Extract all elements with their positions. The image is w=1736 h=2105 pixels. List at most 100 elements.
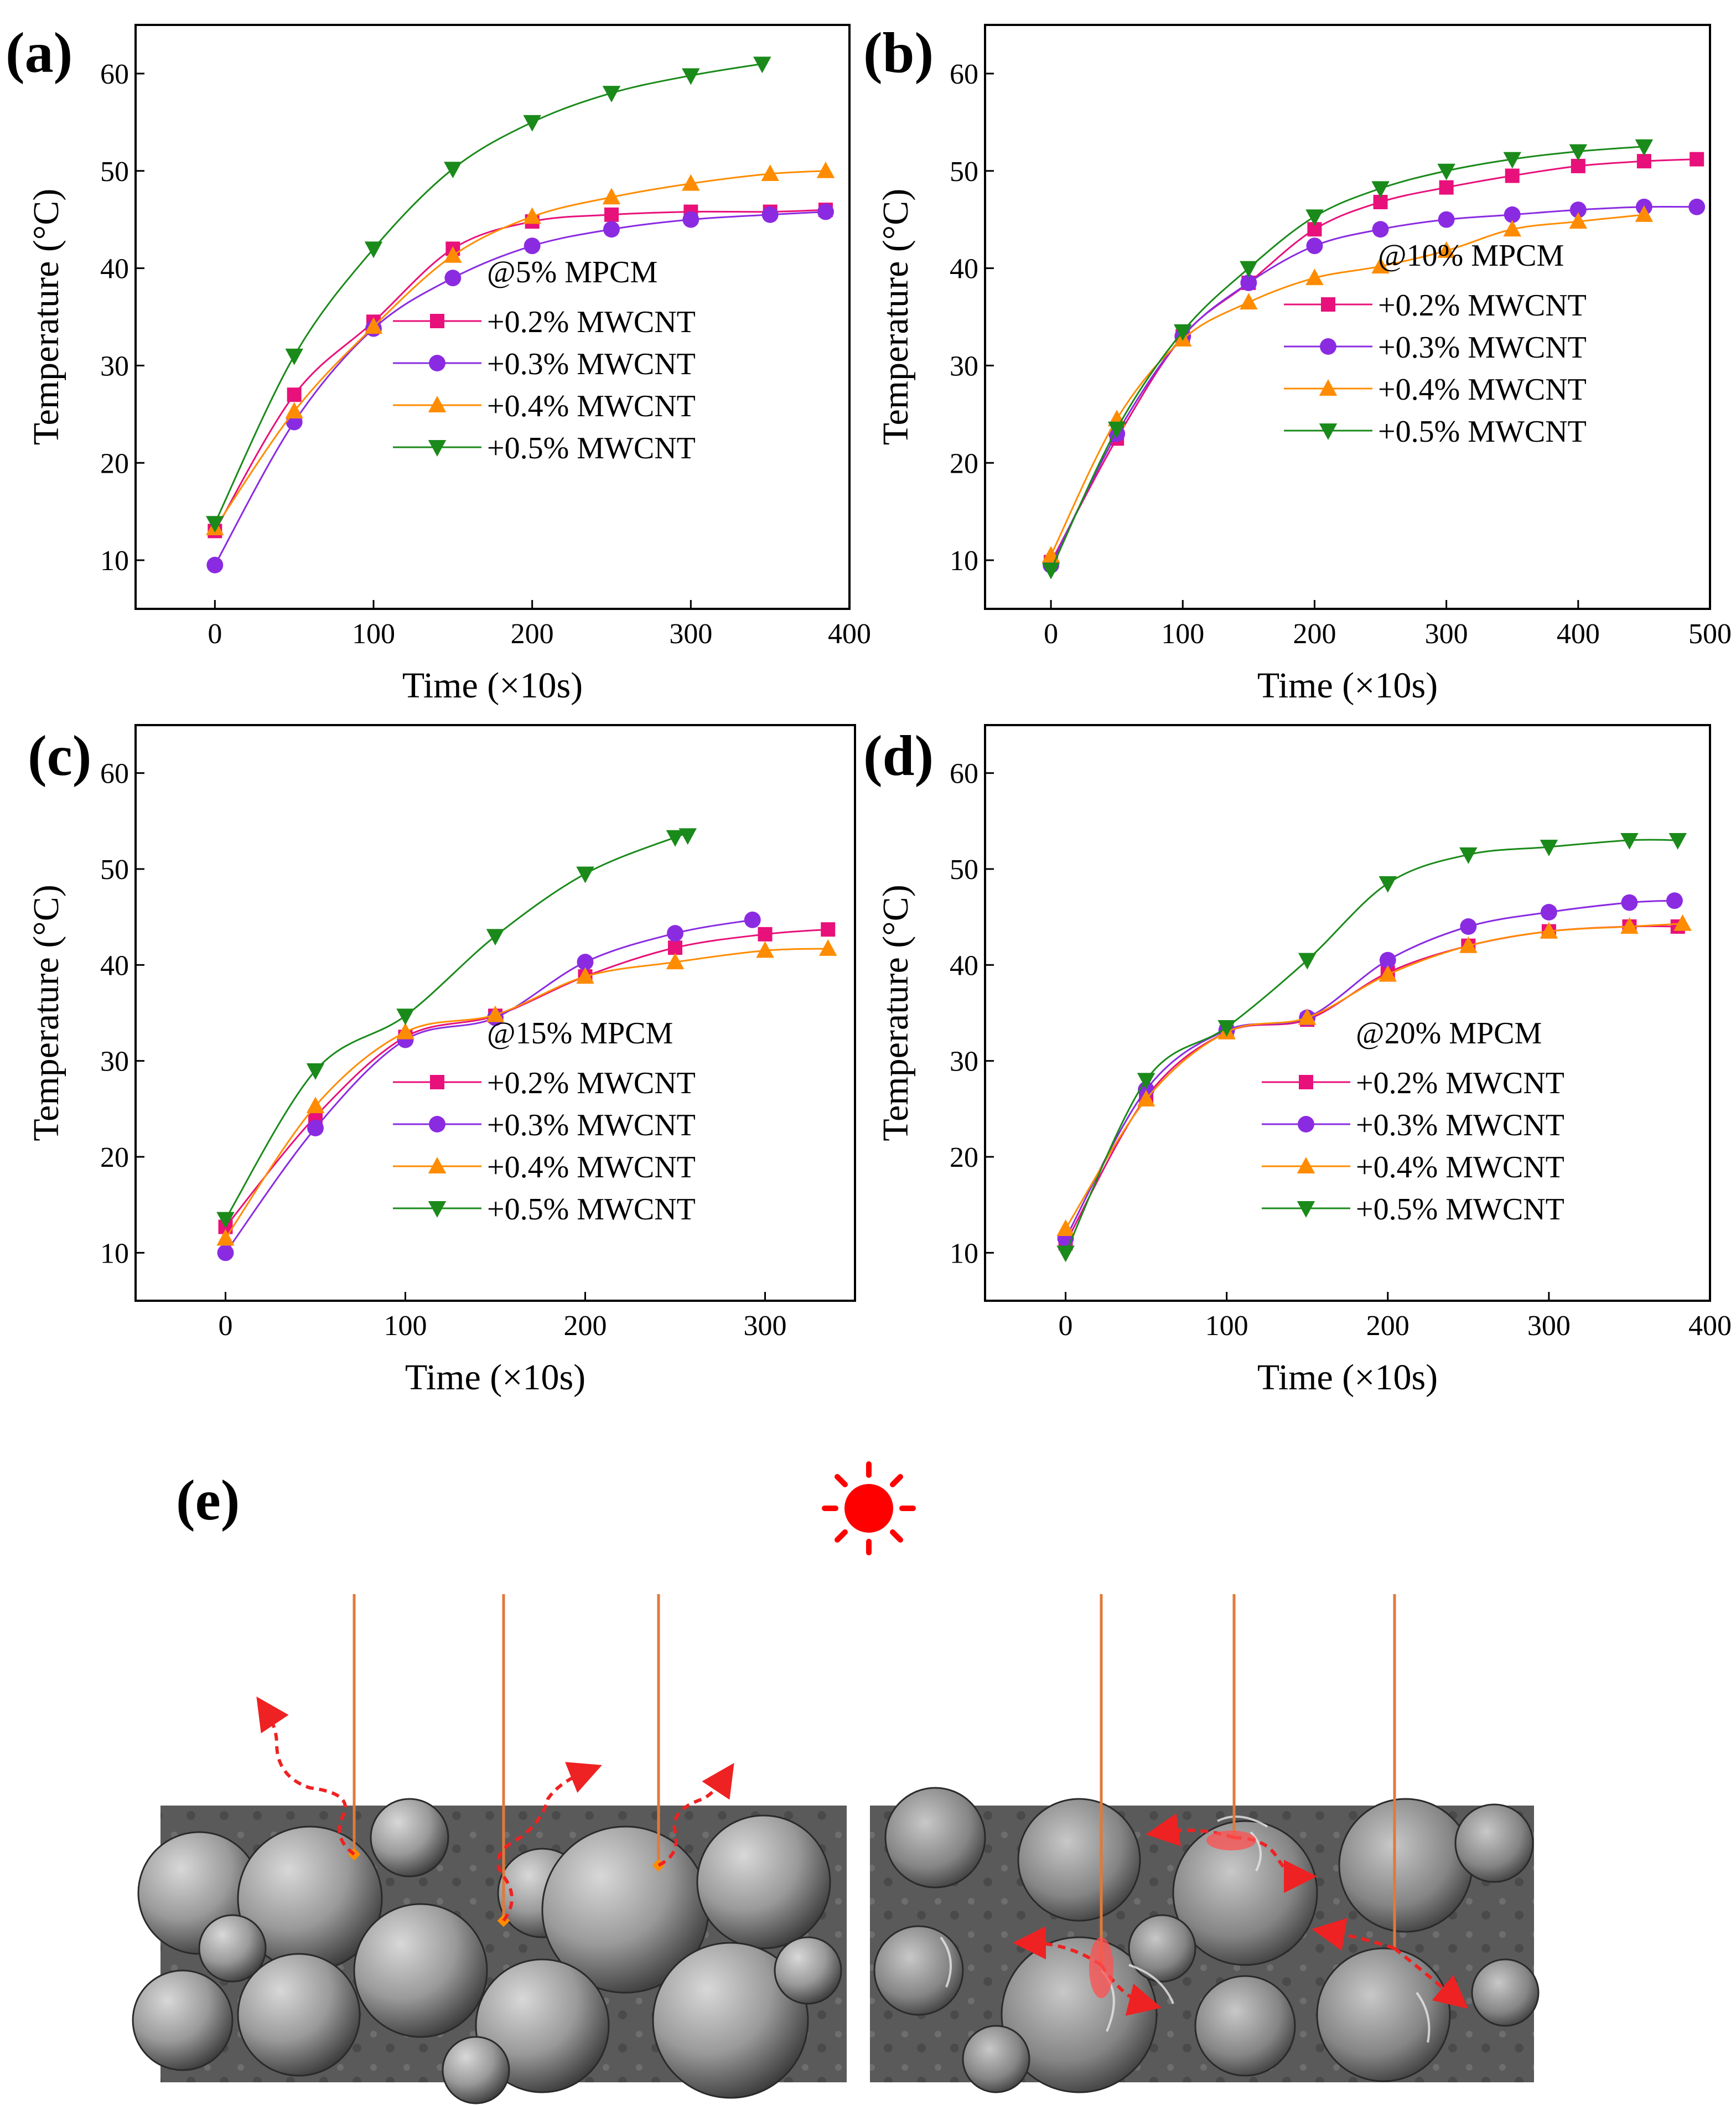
sem-image-left xyxy=(132,1798,847,2104)
legend-title: @5% MPCM xyxy=(487,255,657,289)
microsphere xyxy=(1316,1947,1451,2082)
data-point xyxy=(761,164,779,182)
y-tick-label: 40 xyxy=(100,254,129,285)
data-point xyxy=(1107,421,1126,438)
panel-d-chart: (d) 0 100 200 300 400 10 20 30 40 50 60 Time (×10s) T… xyxy=(863,724,1732,1398)
legend-marker xyxy=(429,355,445,371)
data-point xyxy=(577,954,594,971)
microsphere xyxy=(1338,1798,1473,1933)
legend-entry: +0.4% MWCNT xyxy=(1378,373,1587,407)
microsphere xyxy=(1017,1798,1141,1922)
legend-entry: +0.3% MWCNT xyxy=(1378,330,1587,365)
legend-marker xyxy=(1319,423,1338,440)
data-point xyxy=(444,270,462,287)
data-point xyxy=(1620,833,1639,850)
data-point xyxy=(486,929,505,946)
data-point xyxy=(217,1244,234,1261)
y-tick-label: 20 xyxy=(100,1142,129,1173)
data-point xyxy=(602,188,621,205)
legend: @5% MPCM +0.2% MWCNT +0.3% MWCNT +0.4% MWCN… xyxy=(393,255,696,466)
data-point xyxy=(1540,922,1558,939)
data-point xyxy=(1673,914,1692,931)
y-tick-label: 20 xyxy=(950,448,978,479)
data-point xyxy=(1666,892,1683,909)
y-tick-label: 50 xyxy=(100,156,129,188)
data-point xyxy=(1137,1090,1155,1106)
data-point xyxy=(1636,154,1651,169)
data-point xyxy=(668,940,682,955)
data-point xyxy=(1041,562,1060,580)
data-point xyxy=(1240,275,1257,291)
x-axis-title: Time (×10s) xyxy=(1257,1357,1438,1398)
data-point xyxy=(576,967,594,984)
legend-marker xyxy=(1297,1201,1315,1218)
data-point xyxy=(744,911,761,928)
data-point xyxy=(1690,152,1704,167)
data-point xyxy=(816,161,835,178)
microsphere xyxy=(1471,1958,1540,2027)
y-tick-label: 40 xyxy=(950,254,978,285)
microsphere xyxy=(1454,1803,1534,1883)
panel-a-chart: (a) 0 100 200 300 400 10 20 30 40 50 60 Time (×10s) T… xyxy=(6,21,871,706)
data-point xyxy=(603,221,620,238)
data-point xyxy=(1459,847,1478,864)
data-point xyxy=(285,348,303,365)
x-tick-label: 300 xyxy=(1527,1310,1571,1342)
data-point xyxy=(1372,221,1389,238)
microsphere xyxy=(962,2025,1030,2093)
data-point xyxy=(306,1097,325,1114)
microsphere xyxy=(696,1814,831,1949)
y-tick-label: 60 xyxy=(950,59,978,90)
microsphere xyxy=(652,1942,809,2099)
data-point xyxy=(206,516,224,533)
panel-e-illustration: (e) xyxy=(132,1461,1540,2104)
y-tick-label: 40 xyxy=(950,950,978,981)
data-point xyxy=(444,246,462,263)
x-tick-label: 200 xyxy=(511,618,554,650)
legend-title: @20% MPCM xyxy=(1356,1016,1542,1051)
y-tick-label: 50 xyxy=(950,854,978,886)
legend: @15% MPCM +0.2% MWCNT +0.3% MWCNT +0.4% MWC… xyxy=(393,1016,696,1227)
panel-c-chart: (c) 0 100 200 300 10 20 30 40 50 60 Time (×10s) Temp… xyxy=(26,724,856,1398)
microsphere xyxy=(475,1958,610,2093)
y-tick-label: 30 xyxy=(100,350,129,382)
y-tick-label: 40 xyxy=(100,950,129,981)
x-tick-label: 400 xyxy=(1557,618,1600,650)
y-tick-label: 30 xyxy=(100,1046,129,1078)
legend-entry: +0.4% MWCNT xyxy=(487,389,696,423)
data-point xyxy=(667,925,683,942)
legend-entry: +0.4% MWCNT xyxy=(1356,1150,1564,1185)
legend-title: @10% MPCM xyxy=(1378,239,1564,273)
data-point xyxy=(761,206,779,223)
plot-frame xyxy=(134,724,856,1302)
microsphere xyxy=(370,1798,449,1878)
data-point xyxy=(1240,261,1258,278)
microsphere xyxy=(132,1969,234,2071)
data-point xyxy=(287,387,302,402)
microsphere xyxy=(873,1925,964,2016)
y-tick-label: 60 xyxy=(100,758,129,790)
microsphere xyxy=(884,1787,986,1889)
reflected-light-arrows xyxy=(256,1697,734,1922)
series-0-5-mwcnt xyxy=(206,56,771,533)
series-0-4-mwcnt xyxy=(1056,914,1692,1236)
y-tick-label: 50 xyxy=(950,156,978,188)
data-point xyxy=(1298,953,1317,970)
legend-entry: +0.2% MWCNT xyxy=(487,305,696,339)
legend-entry: +0.3% MWCNT xyxy=(487,1108,696,1142)
plot-frame xyxy=(134,24,851,610)
y-axis-title: Temperature (°C) xyxy=(875,885,916,1141)
legend-marker xyxy=(1299,1075,1313,1089)
sem-image-right xyxy=(870,1787,1540,2093)
series-0-2-mwcnt xyxy=(1044,152,1704,570)
microsphere xyxy=(237,1953,361,2077)
x-tick-label: 400 xyxy=(828,618,871,650)
data-point xyxy=(306,1063,325,1080)
data-point xyxy=(1620,917,1639,934)
microsphere xyxy=(442,2036,510,2104)
data-point xyxy=(364,241,383,258)
legend-marker xyxy=(430,314,444,328)
legend-marker xyxy=(428,1157,447,1173)
microsphere xyxy=(1128,1914,1196,1983)
